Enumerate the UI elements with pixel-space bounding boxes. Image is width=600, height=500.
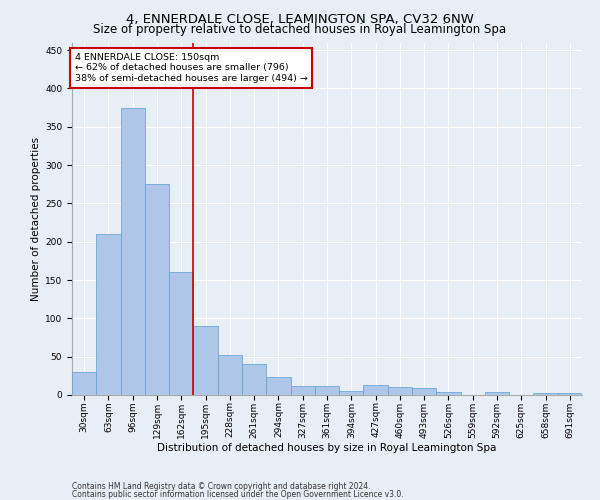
Bar <box>121 108 145 395</box>
Bar <box>96 234 121 395</box>
Bar <box>145 184 169 395</box>
Bar <box>290 386 315 395</box>
Bar <box>315 386 339 395</box>
Text: Contains HM Land Registry data © Crown copyright and database right 2024.: Contains HM Land Registry data © Crown c… <box>72 482 371 491</box>
Bar <box>242 364 266 395</box>
Bar <box>436 392 461 395</box>
Bar <box>266 378 290 395</box>
X-axis label: Distribution of detached houses by size in Royal Leamington Spa: Distribution of detached houses by size … <box>157 443 497 453</box>
Text: 4 ENNERDALE CLOSE: 150sqm
← 62% of detached houses are smaller (796)
38% of semi: 4 ENNERDALE CLOSE: 150sqm ← 62% of detac… <box>74 53 307 83</box>
Bar <box>412 388 436 395</box>
Bar <box>218 355 242 395</box>
Bar <box>485 392 509 395</box>
Bar <box>558 392 582 395</box>
Text: 4, ENNERDALE CLOSE, LEAMINGTON SPA, CV32 6NW: 4, ENNERDALE CLOSE, LEAMINGTON SPA, CV32… <box>126 12 474 26</box>
Y-axis label: Number of detached properties: Number of detached properties <box>31 136 41 301</box>
Text: Size of property relative to detached houses in Royal Leamington Spa: Size of property relative to detached ho… <box>94 22 506 36</box>
Bar <box>339 391 364 395</box>
Bar <box>533 392 558 395</box>
Bar <box>169 272 193 395</box>
Bar <box>364 385 388 395</box>
Bar <box>193 326 218 395</box>
Bar <box>72 372 96 395</box>
Bar <box>388 388 412 395</box>
Text: Contains public sector information licensed under the Open Government Licence v3: Contains public sector information licen… <box>72 490 404 499</box>
